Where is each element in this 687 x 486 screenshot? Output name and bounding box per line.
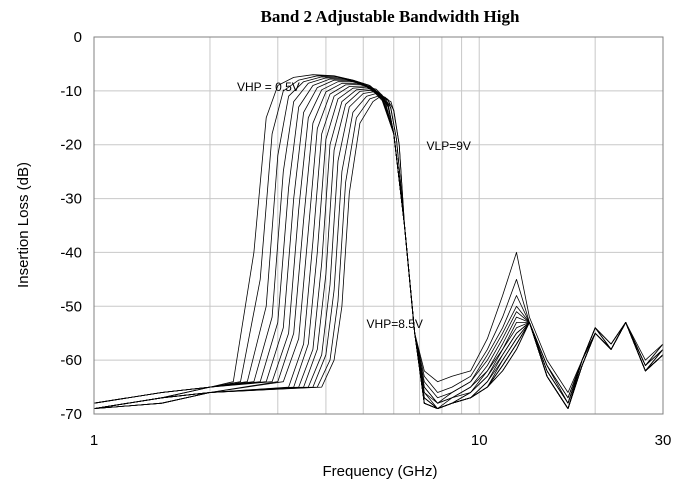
y-tick-label: -50 (60, 298, 82, 315)
series-line-5 (93, 78, 664, 404)
plot-frame (93, 36, 664, 415)
series-line-2 (93, 75, 664, 404)
series-line-13 (93, 89, 664, 410)
x-tick-label: 1 (90, 432, 98, 449)
y-tick-label: -20 (60, 137, 82, 154)
tick-labels: 0 -10 -20 -30 -40 -50 -60 -70 1 10 30 (60, 29, 671, 449)
series-line-6 (93, 79, 664, 409)
series-line-17 (93, 96, 664, 410)
series-line-7 (93, 81, 664, 410)
annotation-label: VHP = 0.5V (237, 80, 300, 94)
series-line-14 (93, 91, 664, 410)
chart-title: Band 2 Adjustable Bandwidth High (261, 7, 520, 26)
series-line-3 (93, 76, 664, 404)
y-tick-label: -70 (60, 406, 82, 423)
annotation-label: VLP=9V (427, 139, 471, 153)
y-tick-label: -40 (60, 244, 82, 261)
y-tick-label: -60 (60, 352, 82, 369)
x-tick-label: 30 (655, 432, 672, 449)
series-line-4 (93, 77, 664, 404)
annotation-label: VHP=8.5V (367, 317, 423, 331)
y-axis-label: Insertion Loss (dB) (15, 162, 32, 288)
y-tick-label: -30 (60, 191, 82, 208)
series-line-1 (93, 74, 664, 404)
y-tick-label: 0 (74, 29, 82, 46)
series-traces (93, 74, 664, 410)
x-axis-label: Frequency (GHz) (322, 463, 437, 480)
annotations: VHP = 0.5V VLP=9V VHP=8.5V (237, 80, 471, 331)
series-line-15 (93, 93, 664, 410)
x-tick-label: 10 (471, 432, 488, 449)
y-tick-label: -10 (60, 83, 82, 100)
